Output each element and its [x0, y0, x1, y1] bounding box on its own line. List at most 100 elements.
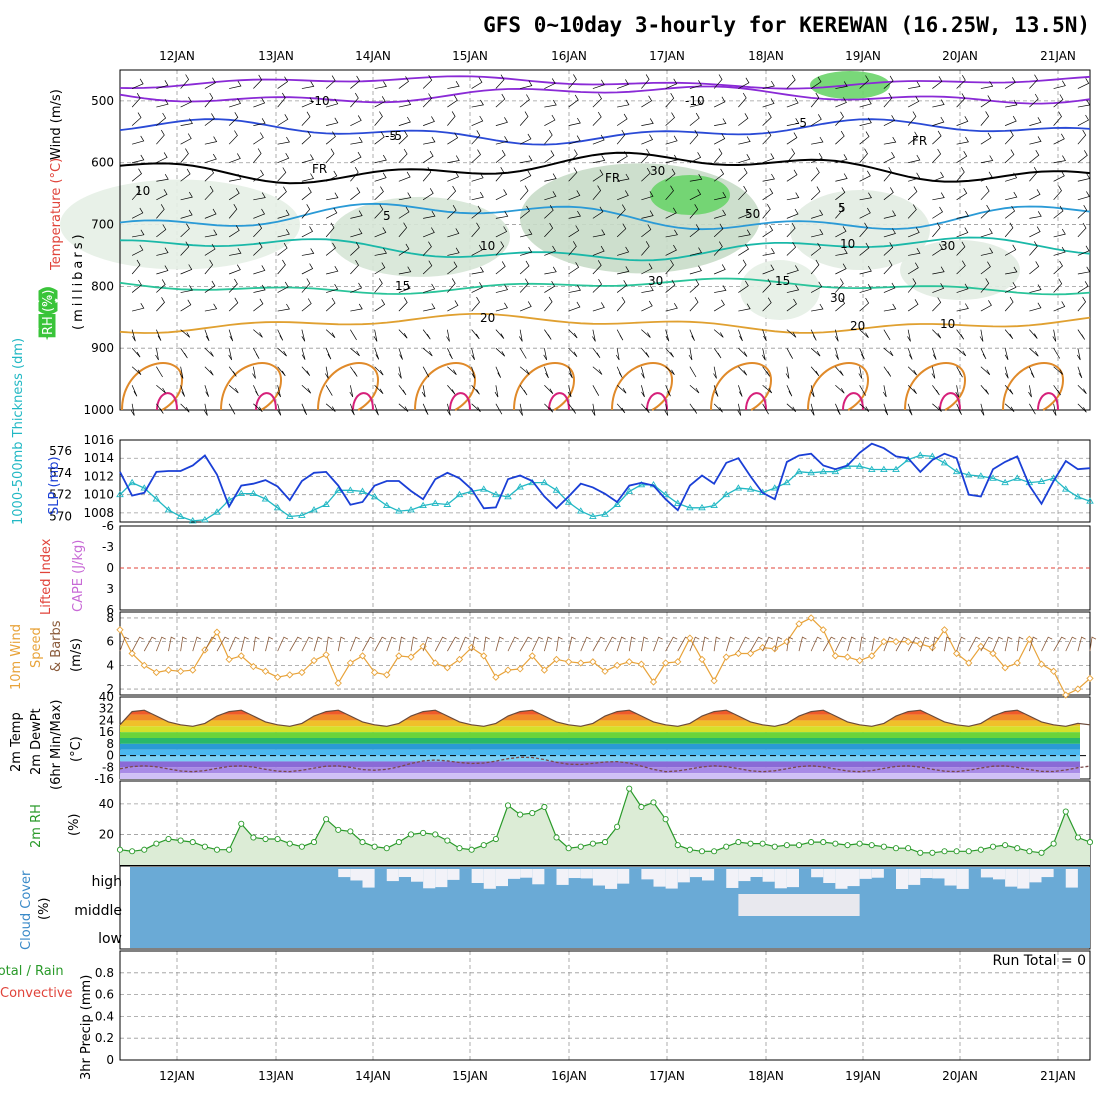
wind-barb [156, 112, 167, 126]
wind-barb [519, 185, 529, 201]
rh-point [444, 837, 451, 844]
wind-barb [567, 385, 572, 398]
wind-barb [810, 114, 822, 126]
wind-barb [786, 74, 796, 89]
wind-barb [301, 173, 315, 182]
wind-barb [1076, 348, 1081, 361]
wind-barb-10m [713, 636, 721, 652]
cloud-high-gap [350, 869, 363, 881]
wind-barb [228, 153, 241, 164]
cloud-high-gap [435, 869, 448, 888]
wind-barb [180, 168, 191, 182]
wind-barb [156, 80, 169, 89]
cloud-level-middle: middle [74, 903, 122, 919]
thickness-point [552, 486, 561, 493]
wind-barb [932, 130, 942, 145]
wind-speed-point [807, 614, 815, 622]
wind-barb [786, 97, 799, 108]
wind-barb [253, 298, 264, 312]
wind-barb [301, 348, 306, 360]
wind-barb [180, 223, 190, 238]
wind-barb [180, 118, 193, 126]
wind-barb [810, 186, 821, 201]
wind-barb [204, 329, 210, 342]
wind-barb [277, 167, 287, 182]
rh-shade [790, 190, 930, 270]
wind-barb [665, 244, 677, 256]
thickness-tick: 574 [49, 466, 72, 480]
wind-barb-10m [1028, 636, 1038, 652]
cloud-high-gap [398, 869, 411, 878]
wind-barb-10m [859, 636, 866, 652]
pressure-tick: 900 [91, 341, 114, 355]
wind-barb [204, 243, 216, 256]
wind-barb [277, 186, 287, 201]
wind-barb-10m [689, 636, 700, 652]
thickness-point [213, 508, 221, 515]
wind-barb [374, 248, 387, 256]
dewpoint-line [119, 756, 1091, 773]
slp-line [119, 442, 1091, 512]
wind-barb [1077, 191, 1090, 201]
wind-barb [616, 129, 626, 145]
contour-label: -10 [310, 94, 330, 108]
rh-label: 30 [648, 274, 663, 288]
ylabel-wind: Wind (m/s) [49, 89, 64, 160]
cloud-high-gap [483, 869, 496, 889]
wind-tick: 8 [106, 611, 114, 625]
temperature-contour [513, 362, 576, 411]
wind-barb [738, 208, 751, 219]
wind-barb [592, 279, 602, 293]
wind-barb [1029, 261, 1040, 275]
wind-barb [955, 385, 960, 398]
wind-barb [1077, 266, 1091, 275]
wind-barb [544, 296, 553, 312]
wind-barb-10m [883, 636, 894, 652]
chart-title: GFS 0~10day 3-hourly for KEREWAN (16.25W… [483, 13, 1090, 37]
rh-point [238, 820, 245, 827]
wind-barb [447, 81, 460, 89]
wind-barb [641, 329, 651, 338]
wind-barb [1077, 173, 1091, 182]
wind-barb [204, 208, 217, 219]
thickness-point [637, 480, 646, 488]
wind-barb [641, 191, 654, 201]
wind-speed-point [443, 664, 452, 672]
temperature-contour [220, 362, 283, 411]
wind-barb [350, 136, 363, 145]
wind-speed-point [686, 634, 694, 642]
wind-barb [495, 136, 509, 145]
rh-tick: 40 [99, 797, 114, 811]
wind-barb [810, 329, 817, 341]
wind-barb [907, 348, 913, 360]
wind-speed-point [249, 662, 258, 671]
cloud-high-gap [738, 869, 751, 882]
wind-barb [204, 403, 208, 416]
cloud-high-gap [993, 869, 1006, 880]
rh-point [286, 840, 293, 847]
wind-barb-10m [252, 636, 260, 652]
wind-barb [301, 366, 311, 376]
wind-barb [907, 131, 919, 145]
wind-barb [568, 190, 581, 201]
wind-barb [156, 265, 169, 275]
precip-tick: 0.8 [95, 966, 114, 980]
rh-tick: 20 [99, 827, 114, 841]
wind-barb [907, 96, 920, 108]
wind-barb [689, 189, 702, 201]
wind-barb [835, 111, 844, 126]
wind-barb [592, 111, 602, 126]
wind-barb [835, 248, 848, 256]
slp-tick: 1008 [83, 506, 114, 520]
ylabel-2m-dewpt: 2m DewPt [29, 708, 44, 775]
thickness-point [188, 517, 197, 524]
wind-barb [713, 299, 725, 312]
rh-point [250, 834, 257, 841]
wind-barb [204, 113, 215, 126]
wind-barb [592, 134, 605, 145]
ylabel-10m-speed: Speed [29, 627, 44, 668]
wind-barb [689, 152, 702, 164]
wind-barb [786, 298, 797, 312]
wind-barb [301, 97, 314, 108]
wind-barb-10m [301, 636, 314, 652]
